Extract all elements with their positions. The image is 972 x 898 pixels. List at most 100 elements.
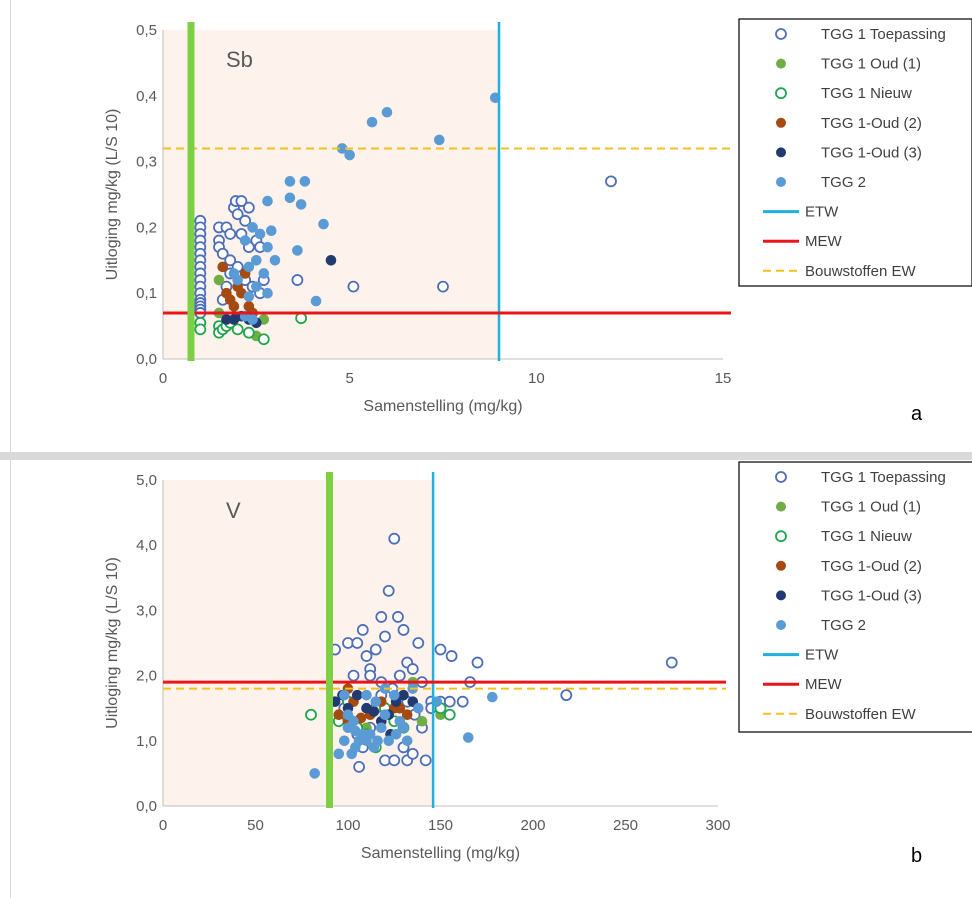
data-point bbox=[257, 333, 270, 346]
x-axis-label: Samenstelling (mg/kg) bbox=[363, 398, 522, 415]
x-tick-label: 50 bbox=[247, 817, 264, 834]
data-point bbox=[284, 192, 296, 204]
data-point bbox=[366, 116, 378, 128]
data-point bbox=[375, 611, 388, 623]
data-point bbox=[372, 735, 383, 747]
y-tick-label: 1,0 bbox=[136, 733, 157, 750]
data-point bbox=[356, 624, 369, 636]
y-tick-label: 0,3 bbox=[136, 154, 157, 171]
legend-label: TGG 1 Nieuw bbox=[821, 528, 912, 545]
y-tick-label: 3,0 bbox=[136, 602, 157, 619]
x-tick-label: 300 bbox=[705, 817, 730, 834]
y-axis-label: Uitloging mg/kg (L/S 10) bbox=[104, 557, 121, 729]
data-point bbox=[398, 722, 409, 734]
legend-label: MEW bbox=[805, 233, 843, 250]
data-point bbox=[291, 274, 304, 286]
data-point bbox=[243, 291, 255, 302]
data-point bbox=[350, 725, 361, 737]
data-point bbox=[242, 326, 255, 339]
data-point bbox=[364, 669, 377, 682]
x-tick-label: 250 bbox=[613, 817, 638, 834]
shaded-region bbox=[163, 480, 434, 806]
data-point bbox=[262, 287, 273, 299]
x-tick-label: 10 bbox=[528, 370, 545, 387]
data-point bbox=[243, 261, 255, 273]
y-tick-label: 4,0 bbox=[136, 537, 157, 554]
legend-marker bbox=[776, 590, 786, 601]
scatter-chart-v: 0,0 1,0 2,0 3,0 4,0 5,0 0 50 100 150 200 250 300 Same… bbox=[104, 461, 972, 867]
data-point bbox=[375, 722, 387, 734]
data-point bbox=[224, 254, 237, 267]
data-point bbox=[398, 689, 409, 701]
data-point bbox=[397, 624, 410, 636]
data-point bbox=[401, 709, 413, 721]
data-point bbox=[390, 728, 402, 740]
legend-label: TGG 1 Toepassing bbox=[821, 469, 946, 486]
data-point bbox=[369, 643, 382, 656]
data-point bbox=[325, 254, 337, 266]
legend-marker bbox=[776, 117, 786, 128]
data-point bbox=[361, 689, 372, 701]
legend-label: ETW bbox=[805, 647, 839, 664]
data-point bbox=[258, 268, 270, 279]
data-point bbox=[224, 228, 237, 240]
x-tick-label: 200 bbox=[520, 817, 545, 834]
data-point bbox=[560, 689, 573, 702]
data-point bbox=[351, 689, 363, 701]
panel-letter: b bbox=[911, 845, 922, 867]
data-point bbox=[370, 696, 382, 707]
data-point bbox=[433, 134, 445, 146]
data-point bbox=[383, 735, 395, 747]
data-point bbox=[305, 708, 317, 721]
data-point bbox=[437, 280, 449, 293]
x-tick-label: 0 bbox=[159, 370, 167, 387]
x-axis-label: Samenstelling (mg/kg) bbox=[361, 845, 520, 862]
data-point bbox=[605, 175, 617, 188]
data-point bbox=[247, 314, 258, 325]
data-point bbox=[262, 195, 273, 207]
panel-letter: a bbox=[911, 403, 923, 425]
data-point bbox=[251, 281, 262, 292]
data-point bbox=[353, 760, 366, 773]
data-point bbox=[242, 201, 255, 214]
y-tick-label: 0,0 bbox=[136, 798, 157, 815]
data-point bbox=[269, 254, 281, 266]
legend-label: TGG 1 Oud (1) bbox=[821, 499, 921, 516]
data-point bbox=[338, 735, 350, 747]
data-point bbox=[471, 656, 484, 669]
legend-label: ETW bbox=[805, 204, 839, 221]
data-point bbox=[406, 747, 419, 760]
data-point bbox=[388, 754, 401, 767]
data-point bbox=[299, 176, 311, 187]
x-tick-label: 100 bbox=[335, 817, 360, 834]
y-tick-label: 0,1 bbox=[136, 285, 157, 302]
data-point bbox=[333, 709, 345, 721]
data-point bbox=[412, 637, 425, 649]
legend-label: TGG 1-Oud (3) bbox=[821, 144, 922, 161]
legend-marker bbox=[776, 560, 786, 571]
legend-label: Bouwstoffen EW bbox=[805, 263, 916, 280]
data-point bbox=[443, 708, 456, 721]
legend-label: Bouwstoffen EW bbox=[805, 706, 916, 723]
legend-label: TGG 1-Oud (3) bbox=[821, 587, 922, 604]
data-point bbox=[443, 695, 456, 708]
scatter-chart-sb: 0,0 0,1 0,2 0,3 0,4 0,5 0 5 10 15 Samenstelling (m… bbox=[104, 18, 972, 425]
data-point bbox=[456, 695, 469, 708]
data-point bbox=[381, 106, 393, 118]
y-axis-label: Uitloging mg/kg (L/S 10) bbox=[104, 109, 121, 281]
data-point bbox=[309, 768, 321, 779]
shaded-region bbox=[163, 30, 499, 359]
data-point bbox=[231, 208, 244, 221]
data-point bbox=[228, 301, 240, 312]
legend-label: TGG 2 bbox=[821, 174, 866, 191]
legend-marker bbox=[775, 28, 787, 40]
data-point bbox=[401, 735, 413, 747]
data-point bbox=[213, 274, 225, 286]
data-point bbox=[235, 195, 248, 207]
data-point bbox=[239, 214, 252, 227]
legend-label: TGG 2 bbox=[821, 617, 866, 634]
data-point bbox=[486, 691, 498, 703]
legend-label: TGG 1 Oud (1) bbox=[821, 56, 921, 73]
legend-marker bbox=[775, 87, 787, 100]
data-point bbox=[462, 732, 474, 743]
